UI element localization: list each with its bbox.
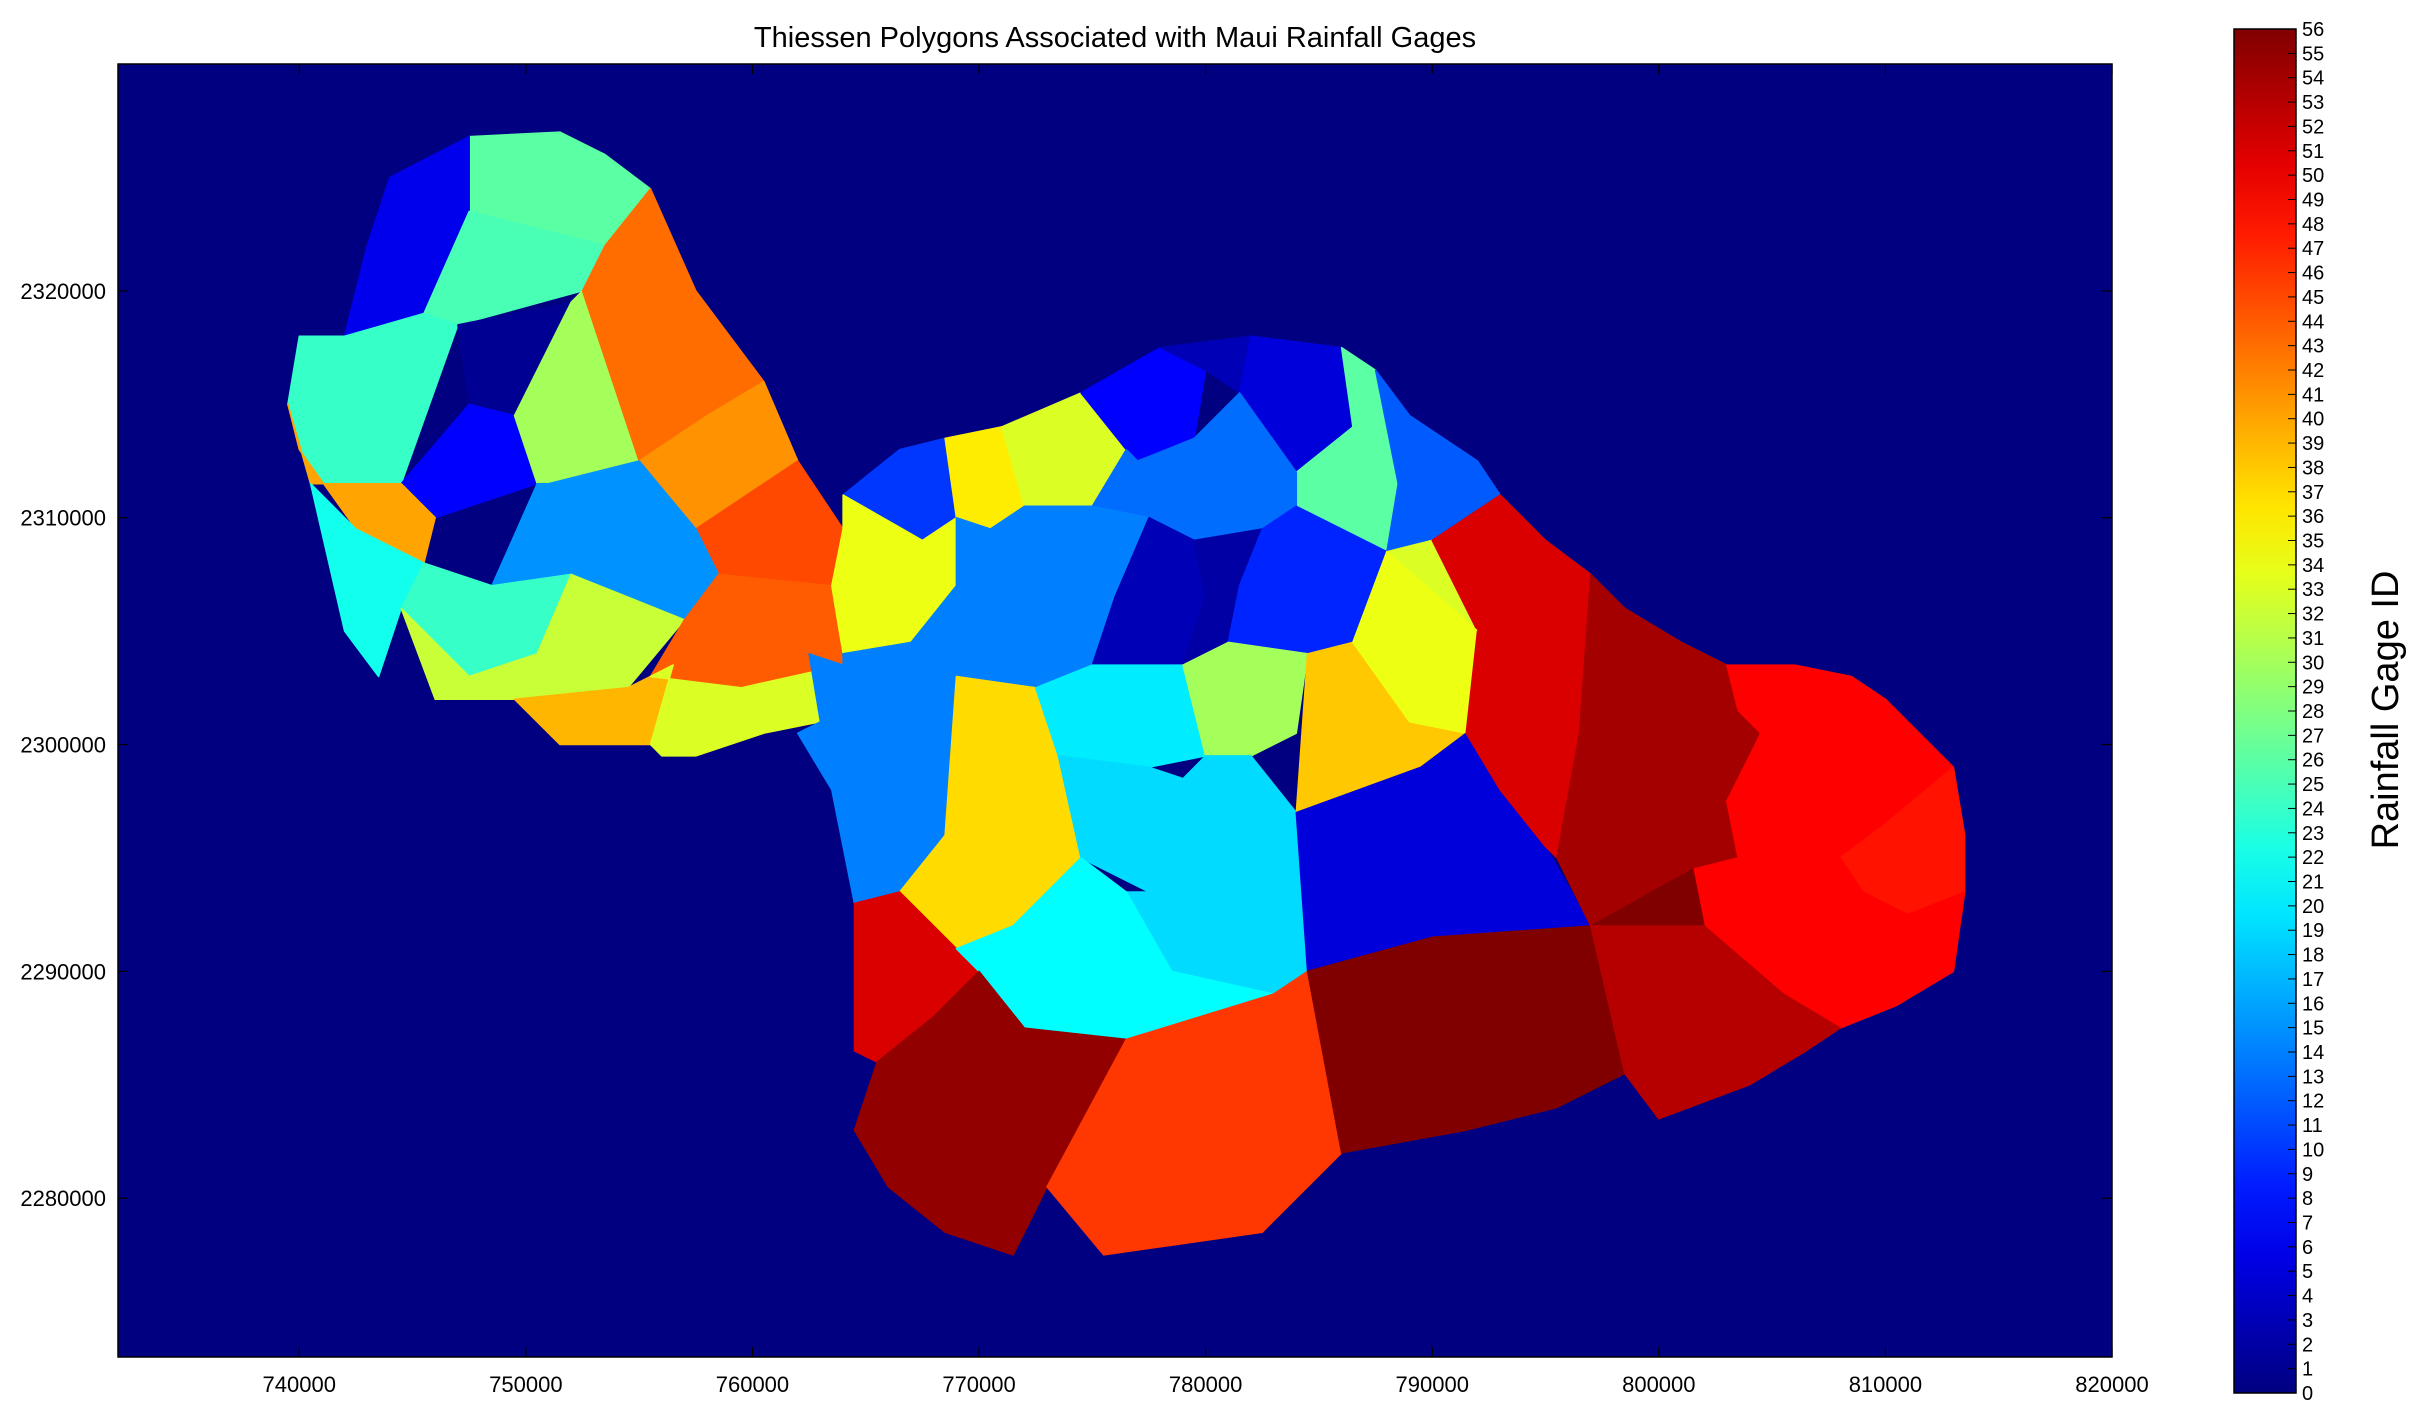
cb-tick-label-8: 8 [2302, 1188, 2313, 1210]
cb-tick-label-51: 51 [2302, 141, 2324, 163]
cb-tick-label-39: 39 [2302, 433, 2324, 455]
cb-tick-label-34: 34 [2302, 555, 2324, 577]
cb-tick-label-14: 14 [2302, 1042, 2324, 1064]
cb-tick-label-4: 4 [2302, 1286, 2313, 1308]
x-tick-label-5: 790000 [1396, 1372, 1469, 1397]
cb-tick-label-5: 5 [2302, 1261, 2313, 1283]
cb-tick-label-38: 38 [2302, 457, 2324, 479]
cb-tick-label-50: 50 [2302, 165, 2324, 187]
cb-tick-label-44: 44 [2302, 311, 2324, 333]
y-tick-label-0: 2280000 [20, 1186, 106, 1211]
cb-tick-label-43: 43 [2302, 336, 2324, 358]
cb-tick-label-22: 22 [2302, 847, 2324, 869]
cb-tick-label-30: 30 [2302, 652, 2324, 674]
x-tick-label-3: 770000 [942, 1372, 1015, 1397]
cb-tick-label-48: 48 [2302, 214, 2324, 236]
cb-tick-label-36: 36 [2302, 506, 2324, 528]
thiessen-cell-10 [287, 403, 436, 564]
cb-tick-label-24: 24 [2302, 798, 2324, 820]
cb-tick-label-40: 40 [2302, 409, 2324, 431]
cb-tick-label-42: 42 [2302, 360, 2324, 382]
cb-tick-label-32: 32 [2302, 604, 2324, 626]
cb-tick-label-16: 16 [2302, 993, 2324, 1015]
cb-tick-label-3: 3 [2302, 1310, 2313, 1332]
cb-tick-label-54: 54 [2302, 68, 2324, 90]
colorbar-bar [2233, 28, 2297, 1394]
y-tick-label-2: 2300000 [20, 733, 106, 758]
cb-tick-label-41: 41 [2302, 384, 2324, 406]
cb-tick-label-9: 9 [2302, 1164, 2313, 1186]
cb-tick-label-21: 21 [2302, 872, 2324, 894]
thiessen-cell-36 [1034, 664, 1207, 768]
cb-tick-label-7: 7 [2302, 1213, 2313, 1235]
cb-tick-label-47: 47 [2302, 238, 2324, 260]
cb-tick-label-27: 27 [2302, 725, 2324, 747]
cb-tick-label-1: 1 [2302, 1359, 2313, 1381]
cb-tick-label-53: 53 [2302, 92, 2324, 114]
x-tick-label-0: 740000 [263, 1372, 336, 1397]
thiessen-cell-17 [649, 664, 844, 757]
x-tick-label-2: 760000 [716, 1372, 789, 1397]
cb-tick-label-55: 55 [2302, 43, 2324, 65]
cb-tick-label-28: 28 [2302, 701, 2324, 723]
plot-area [118, 64, 2112, 1357]
cb-tick-label-31: 31 [2302, 628, 2324, 650]
axes-frame [117, 63, 2113, 1358]
thiessen-cell-54 [1590, 925, 1841, 1120]
cb-tick-label-49: 49 [2302, 190, 2324, 212]
x-tick-label-6: 800000 [1622, 1372, 1695, 1397]
thiessen-cell-33 [1431, 494, 1592, 632]
cb-tick-label-15: 15 [2302, 1018, 2324, 1040]
cb-tick-label-23: 23 [2302, 823, 2324, 845]
cb-tick-label-18: 18 [2302, 945, 2324, 967]
thiessen-cell-52 [1046, 970, 1343, 1256]
cb-tick-label-37: 37 [2302, 482, 2324, 504]
colorbar-label: Rainfall Gage ID [2365, 571, 2407, 850]
cb-tick-label-13: 13 [2302, 1066, 2324, 1088]
cb-tick-label-20: 20 [2302, 896, 2324, 918]
cb-tick-label-56: 56 [2302, 19, 2324, 41]
cb-tick-label-33: 33 [2302, 579, 2324, 601]
cb-tick-label-19: 19 [2302, 920, 2324, 942]
x-tick-label-7: 810000 [1849, 1372, 1922, 1397]
cb-tick-label-17: 17 [2302, 969, 2324, 991]
cb-tick-label-10: 10 [2302, 1139, 2324, 1161]
x-tick-label-4: 780000 [1169, 1372, 1242, 1397]
axes: 740000 750000 760000 770000 780000 790000 8000… [20, 63, 2149, 1397]
y-tick-label-3: 2310000 [20, 506, 106, 531]
cb-tick-label-45: 45 [2302, 287, 2324, 309]
y-tick-label-4: 2320000 [20, 279, 106, 304]
cb-tick-label-29: 29 [2302, 677, 2324, 699]
cb-tick-label-12: 12 [2302, 1091, 2324, 1113]
cb-tick-label-35: 35 [2302, 531, 2324, 553]
y-tick-label-1: 2290000 [20, 959, 106, 984]
cb-tick-label-2: 2 [2302, 1334, 2313, 1356]
cb-tick-label-25: 25 [2302, 774, 2324, 796]
x-tick-label-8: 820000 [2075, 1372, 2148, 1397]
colorbar: 0123456789101112131415161718192021222324… [2233, 19, 2324, 1405]
x-tick-label-1: 750000 [489, 1372, 562, 1397]
cb-tick-label-46: 46 [2302, 263, 2324, 285]
cb-tick-label-11: 11 [2302, 1115, 2323, 1137]
chart-title: Thiessen Polygons Associated with Maui R… [754, 22, 1476, 54]
cb-tick-label-6: 6 [2302, 1237, 2313, 1259]
cb-tick-label-0: 0 [2302, 1383, 2313, 1405]
cb-tick-label-52: 52 [2302, 116, 2324, 138]
cb-tick-label-26: 26 [2302, 750, 2324, 772]
